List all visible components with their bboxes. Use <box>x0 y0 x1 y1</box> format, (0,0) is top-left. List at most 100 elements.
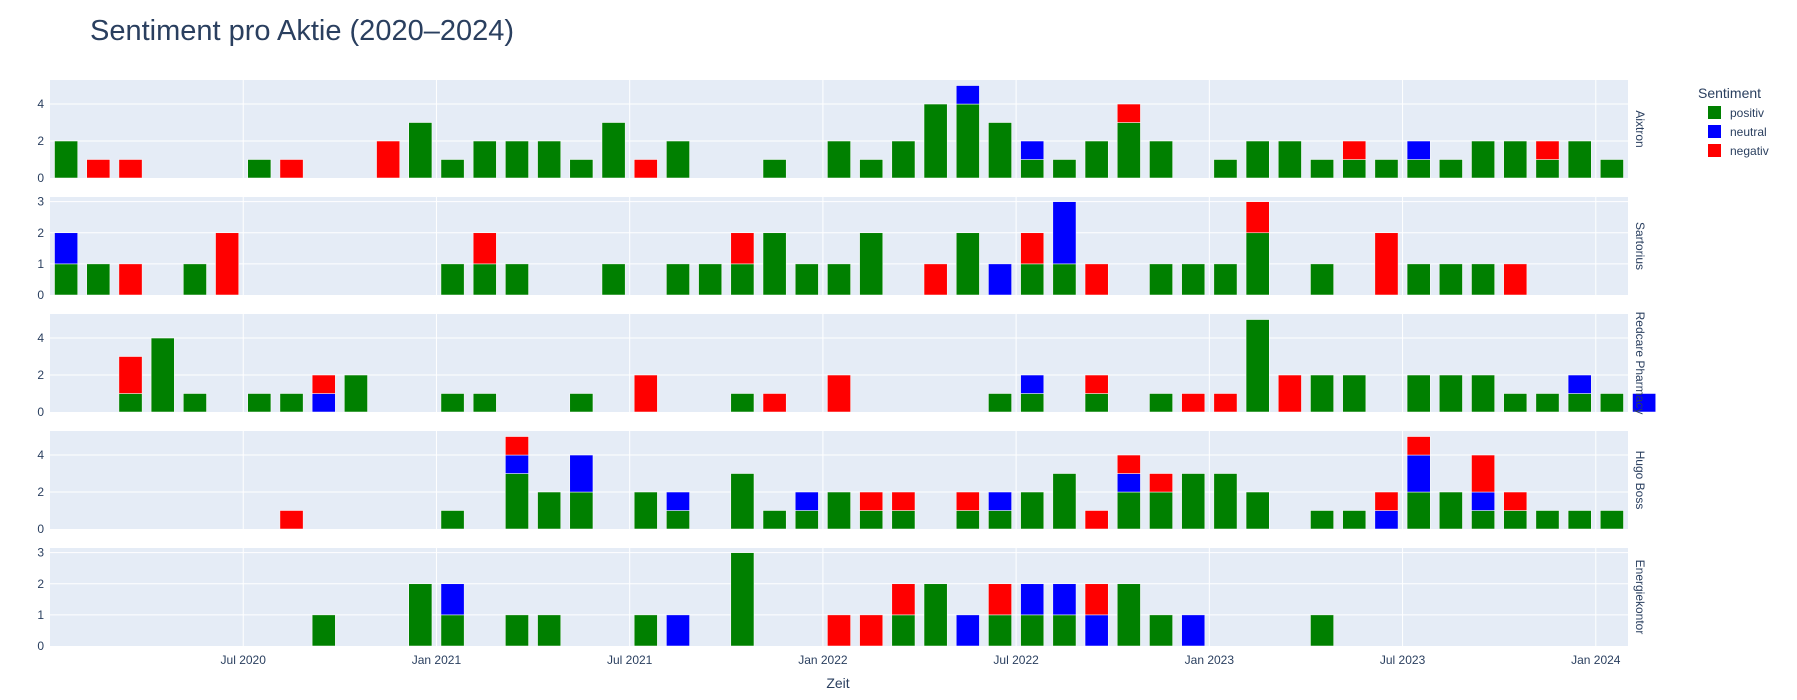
bar-redcare-pharmacy-2020-08-positiv[interactable] <box>279 393 304 413</box>
bar-energiekontor-2022-08-neutral[interactable] <box>1052 583 1077 616</box>
bar-sartorius-2020-05-positiv[interactable] <box>183 263 207 296</box>
bar-energiekontor-2022-08-positiv[interactable] <box>1052 614 1077 647</box>
bar-sartorius-2022-11-positiv[interactable] <box>1149 263 1173 296</box>
bar-sartorius-2021-03-positiv[interactable] <box>505 263 529 296</box>
bar-aixtron-2021-04-positiv[interactable] <box>537 140 562 179</box>
bar-redcare-pharmacy-2024-02-neutral[interactable] <box>1632 393 1656 413</box>
bar-aixtron-2023-01-positiv[interactable] <box>1213 159 1238 179</box>
bar-hugo-boss-2021-03-neutral[interactable] <box>505 454 529 474</box>
bar-energiekontor-2022-06-positiv[interactable] <box>988 614 1012 647</box>
bar-sartorius-2021-01-positiv[interactable] <box>440 263 465 296</box>
bar-hugo-boss-2023-09-positiv[interactable] <box>1471 510 1495 530</box>
bar-sartorius-2023-02-positiv[interactable] <box>1245 232 1270 296</box>
bar-redcare-pharmacy-2020-03-positiv[interactable] <box>118 393 143 413</box>
bar-aixtron-2020-12-positiv[interactable] <box>408 122 433 179</box>
bar-redcare-pharmacy-2023-01-negativ[interactable] <box>1213 393 1238 413</box>
bar-sartorius-2022-01-positiv[interactable] <box>827 263 851 296</box>
bar-energiekontor-2022-07-positiv[interactable] <box>1020 614 1045 647</box>
bar-hugo-boss-2021-04-positiv[interactable] <box>537 491 562 530</box>
bar-hugo-boss-2023-10-positiv[interactable] <box>1503 510 1528 530</box>
bar-redcare-pharmacy-2021-11-negativ[interactable] <box>762 393 787 413</box>
bar-sartorius-2022-09-negativ[interactable] <box>1084 263 1109 296</box>
bar-hugo-boss-2022-11-positiv[interactable] <box>1149 491 1173 530</box>
bar-energiekontor-2021-01-neutral[interactable] <box>440 583 465 616</box>
bar-redcare-pharmacy-2023-12-neutral[interactable] <box>1567 374 1592 394</box>
bar-sartorius-2021-11-positiv[interactable] <box>762 232 787 296</box>
bar-redcare-pharmacy-2022-01-negativ[interactable] <box>827 374 851 413</box>
bar-hugo-boss-2021-03-positiv[interactable] <box>505 473 529 530</box>
bar-hugo-boss-2023-11-positiv[interactable] <box>1535 510 1560 530</box>
bar-aixtron-2023-11-positiv[interactable] <box>1535 159 1560 179</box>
bar-redcare-pharmacy-2022-07-neutral[interactable] <box>1020 374 1045 394</box>
bar-sartorius-2022-04-negativ[interactable] <box>923 263 948 296</box>
bar-sartorius-2022-12-positiv[interactable] <box>1181 263 1206 296</box>
bar-hugo-boss-2022-06-neutral[interactable] <box>988 491 1012 511</box>
bar-energiekontor-2022-03-negativ[interactable] <box>891 583 916 616</box>
bar-aixtron-2023-05-negativ[interactable] <box>1342 140 1367 160</box>
bar-aixtron-2023-07-neutral[interactable] <box>1406 140 1431 160</box>
bar-aixtron-2021-03-positiv[interactable] <box>505 140 529 179</box>
bar-aixtron-2022-09-positiv[interactable] <box>1084 140 1109 179</box>
bar-hugo-boss-2021-07-positiv[interactable] <box>633 491 658 530</box>
bar-sartorius-2020-01-positiv[interactable] <box>54 263 78 296</box>
bar-redcare-pharmacy-2022-11-positiv[interactable] <box>1149 393 1173 413</box>
bar-hugo-boss-2021-05-neutral[interactable] <box>569 454 594 493</box>
bar-energiekontor-2021-07-positiv[interactable] <box>633 614 658 647</box>
bar-sartorius-2023-08-positiv[interactable] <box>1439 263 1463 296</box>
bar-hugo-boss-2021-11-positiv[interactable] <box>762 510 787 530</box>
bar-hugo-boss-2022-09-negativ[interactable] <box>1084 510 1109 530</box>
bar-sartorius-2022-06-neutral[interactable] <box>988 263 1012 296</box>
bar-hugo-boss-2023-06-neutral[interactable] <box>1374 510 1399 530</box>
bar-aixtron-2023-10-positiv[interactable] <box>1503 140 1528 179</box>
bar-aixtron-2020-01-positiv[interactable] <box>54 140 78 179</box>
bar-aixtron-2020-03-negativ[interactable] <box>118 159 143 179</box>
bar-redcare-pharmacy-2023-09-positiv[interactable] <box>1471 374 1495 413</box>
bar-aixtron-2022-07-positiv[interactable] <box>1020 159 1045 179</box>
bar-aixtron-2023-04-positiv[interactable] <box>1310 159 1334 179</box>
bar-redcare-pharmacy-2023-04-positiv[interactable] <box>1310 374 1334 413</box>
bar-redcare-pharmacy-2024-01-positiv[interactable] <box>1600 393 1624 413</box>
bar-redcare-pharmacy-2023-05-positiv[interactable] <box>1342 374 1367 413</box>
bar-redcare-pharmacy-2023-11-positiv[interactable] <box>1535 393 1560 413</box>
bar-energiekontor-2023-04-positiv[interactable] <box>1310 614 1334 647</box>
bar-hugo-boss-2024-01-positiv[interactable] <box>1600 510 1624 530</box>
bar-hugo-boss-2021-03-negativ[interactable] <box>505 436 529 456</box>
bar-redcare-pharmacy-2021-05-positiv[interactable] <box>569 393 594 413</box>
bar-hugo-boss-2022-06-positiv[interactable] <box>988 510 1012 530</box>
bar-energiekontor-2022-04-positiv[interactable] <box>923 583 948 647</box>
bar-redcare-pharmacy-2020-03-negativ[interactable] <box>118 356 143 394</box>
bar-energiekontor-2022-11-positiv[interactable] <box>1149 614 1173 647</box>
bar-sartorius-2023-07-positiv[interactable] <box>1406 263 1431 296</box>
bar-aixtron-2021-08-positiv[interactable] <box>666 140 690 179</box>
bar-hugo-boss-2021-12-positiv[interactable] <box>794 510 819 530</box>
bar-redcare-pharmacy-2023-07-positiv[interactable] <box>1406 374 1431 413</box>
bar-hugo-boss-2023-07-negativ[interactable] <box>1406 436 1431 456</box>
legend-label-neutral[interactable]: neutral <box>1730 125 1767 139</box>
bar-energiekontor-2022-03-positiv[interactable] <box>891 614 916 647</box>
bar-aixtron-2023-08-positiv[interactable] <box>1439 159 1463 179</box>
bar-aixtron-2020-08-negativ[interactable] <box>279 159 304 179</box>
bar-redcare-pharmacy-2020-10-positiv[interactable] <box>344 374 368 413</box>
bar-redcare-pharmacy-2023-03-negativ[interactable] <box>1278 374 1302 413</box>
bar-redcare-pharmacy-2023-08-positiv[interactable] <box>1439 374 1463 413</box>
bar-energiekontor-2022-09-neutral[interactable] <box>1084 614 1109 647</box>
bar-aixtron-2021-05-positiv[interactable] <box>569 159 594 179</box>
bar-energiekontor-2022-12-neutral[interactable] <box>1181 614 1206 647</box>
bar-aixtron-2022-06-positiv[interactable] <box>988 122 1012 179</box>
bar-hugo-boss-2023-09-negativ[interactable] <box>1471 454 1495 493</box>
bar-aixtron-2024-01-positiv[interactable] <box>1600 159 1624 179</box>
bar-sartorius-2022-07-negativ[interactable] <box>1020 232 1045 265</box>
bar-sartorius-2021-02-negativ[interactable] <box>472 232 497 265</box>
bar-hugo-boss-2023-07-neutral[interactable] <box>1406 454 1431 493</box>
bar-hugo-boss-2020-08-negativ[interactable] <box>279 510 304 530</box>
bar-energiekontor-2020-12-positiv[interactable] <box>408 583 433 647</box>
bar-hugo-boss-2022-10-negativ[interactable] <box>1116 454 1141 474</box>
bar-sartorius-2021-09-positiv[interactable] <box>698 263 723 296</box>
bar-aixtron-2023-09-positiv[interactable] <box>1471 140 1495 179</box>
bar-hugo-boss-2022-03-negativ[interactable] <box>891 491 916 511</box>
bar-energiekontor-2022-09-negativ[interactable] <box>1084 583 1109 616</box>
bar-sartorius-2022-05-positiv[interactable] <box>955 232 980 296</box>
bar-sartorius-2022-02-positiv[interactable] <box>859 232 884 296</box>
bar-aixtron-2022-05-neutral[interactable] <box>955 85 980 105</box>
bar-hugo-boss-2021-10-positiv[interactable] <box>730 473 755 530</box>
